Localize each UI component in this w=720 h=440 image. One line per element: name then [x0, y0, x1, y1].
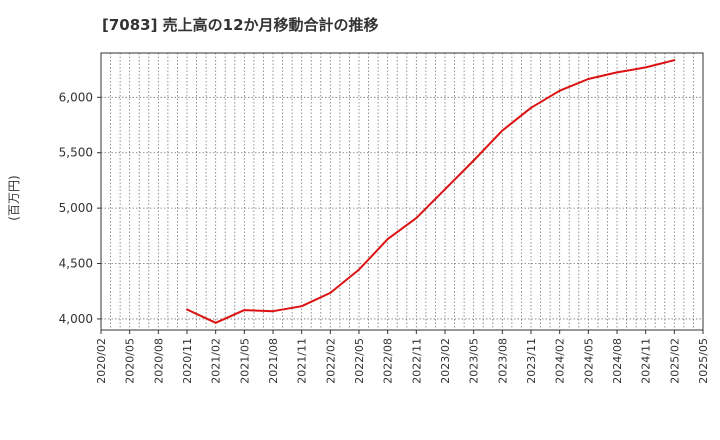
x-tick-label: 2024/08: [611, 338, 624, 384]
x-tick-label: 2022/11: [410, 338, 423, 384]
x-tick-label: 2022/02: [324, 338, 337, 384]
x-tick-label: 2024/02: [554, 338, 567, 384]
grid-layer: [101, 53, 703, 330]
series-layer: [186, 59, 676, 324]
x-tick-label: 2022/08: [382, 338, 395, 384]
x-tick-label: 2021/08: [267, 338, 280, 384]
plot-frame: [100, 52, 704, 331]
data-point: [186, 308, 188, 311]
y-axis-ticks: 4,000 4,500 5,000 5,500 6,000: [59, 90, 101, 326]
x-tick-label: 2023/11: [525, 338, 538, 384]
x-tick-label: 2024/05: [582, 338, 595, 384]
y-tick-label: 4,500: [59, 257, 93, 271]
data-point: [214, 321, 217, 324]
x-tick-label: 2020/08: [152, 338, 165, 384]
data-point: [587, 78, 590, 80]
data-point: [386, 238, 389, 241]
x-axis-ticks: 2020/02 2020/05 2020/08 2020/11 2021/02 2021/…: [95, 330, 710, 384]
x-tick-label: 2025/02: [668, 338, 681, 384]
x-tick-label: 2025/05: [697, 338, 710, 384]
x-tick-label: 2023/08: [496, 338, 509, 384]
x-tick-label: 2022/05: [353, 338, 366, 384]
x-tick-label: 2020/02: [95, 338, 108, 384]
data-point: [673, 59, 676, 62]
x-tick-label: 2021/05: [238, 338, 251, 384]
data-point: [530, 106, 532, 109]
y-tick-label: 5,500: [59, 146, 93, 160]
data-point: [444, 188, 446, 191]
data-point: [272, 310, 274, 313]
data-point: [358, 268, 360, 271]
data-point: [558, 89, 561, 92]
x-tick-label: 2020/11: [181, 338, 194, 384]
x-tick-label: 2023/05: [468, 338, 481, 384]
y-tick-label: 6,000: [59, 90, 93, 104]
data-point: [415, 217, 418, 219]
series-line: [186, 59, 676, 324]
data-point: [616, 71, 618, 74]
data-point: [300, 305, 303, 308]
x-tick-label: 2021/11: [296, 338, 309, 384]
data-point: [472, 159, 475, 162]
data-point: [644, 66, 647, 69]
y-tick-label: 5,000: [59, 201, 93, 215]
x-tick-label: 2021/02: [210, 338, 223, 384]
data-point: [329, 291, 332, 294]
data-point: [243, 309, 246, 311]
x-tick-label: 2024/11: [640, 338, 653, 384]
x-tick-label: 2020/05: [124, 338, 137, 384]
chart-title: [7083] 売上高の12か月移動合計の推移: [102, 16, 379, 34]
y-tick-label: 4,000: [59, 312, 93, 326]
x-tick-label: 2023/02: [439, 338, 452, 384]
y-axis-label: (百万円): [7, 175, 21, 220]
data-point: [501, 129, 504, 132]
